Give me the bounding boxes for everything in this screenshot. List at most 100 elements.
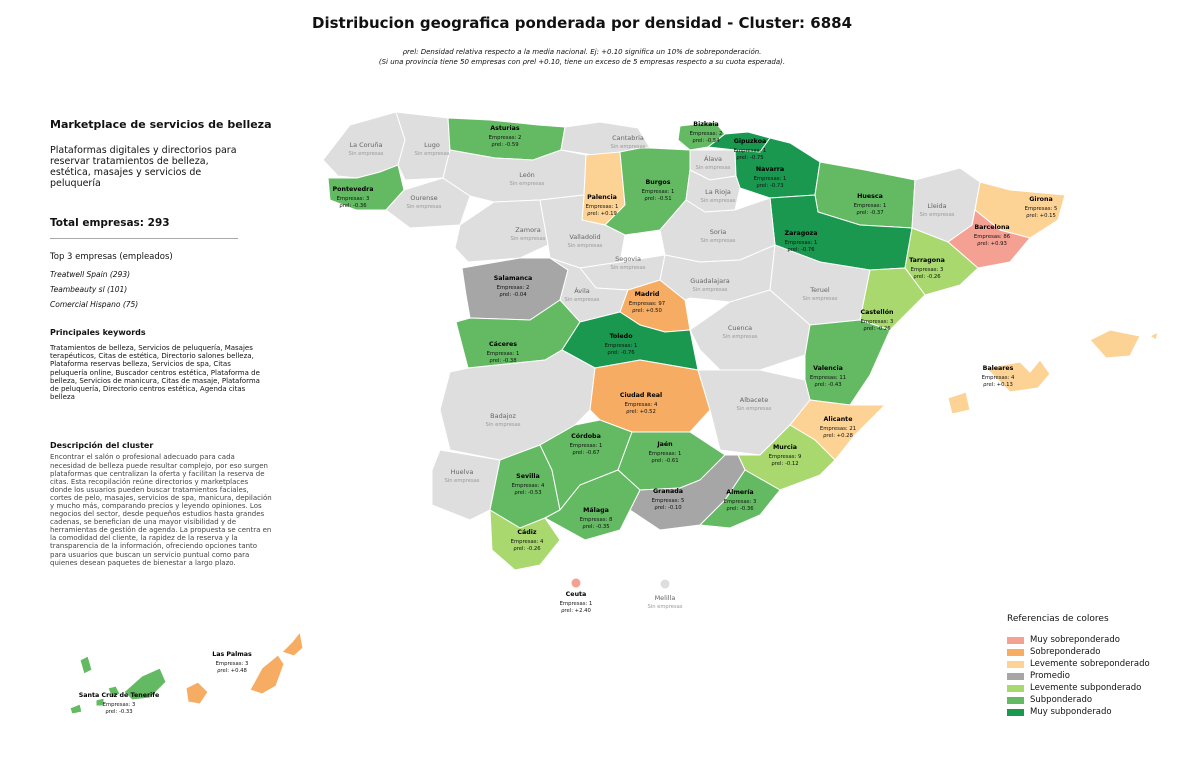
province-rho: ρrel: -0.51: [644, 196, 671, 202]
province-rho: ρrel: -0.43: [814, 382, 841, 388]
province-rho: ρrel: -0.73: [756, 183, 783, 189]
province-rho: ρrel: -0.54: [692, 138, 720, 144]
province-name: Asturias: [490, 125, 520, 132]
province-no-companies: Sin empresas: [700, 238, 735, 244]
province-rho: ρrel: -0.36: [339, 203, 367, 209]
province-name: Baleares: [983, 365, 1014, 372]
province-count: Empresas: 1: [487, 351, 520, 357]
province-no-companies: Sin empresas: [348, 151, 383, 157]
province-name: Santa Cruz de Tenerife: [79, 692, 160, 699]
province-santa-cruz-de-tenerife: [69, 703, 83, 715]
province-count: Empresas: 1: [854, 203, 887, 209]
province-count: Empresas: 2: [497, 285, 530, 291]
province-name: Tarragona: [909, 257, 945, 264]
map-subtitle: ρrel: Densidad relativa respecto a la me…: [0, 47, 1164, 67]
province-name: Ourense: [410, 194, 437, 202]
province-name: Pontevedra: [333, 186, 374, 193]
province-baleares: [1089, 329, 1141, 359]
province-name: León: [519, 171, 535, 179]
province-rho: ρrel: -0.33: [105, 709, 132, 715]
province-name: Navarra: [756, 166, 784, 173]
province-name: Badajoz: [490, 412, 516, 420]
province-lugo: [395, 111, 451, 181]
legend-swatch: [1007, 636, 1024, 644]
legend-label: Levemente sobreponderado: [1030, 659, 1150, 669]
legend-title: Referencias de colores: [1007, 614, 1109, 624]
province-no-companies: Sin empresas: [736, 406, 771, 412]
province-no-companies: Sin empresas: [722, 334, 757, 340]
map-title: Distribucion geografica ponderada por de…: [312, 14, 852, 32]
legend-label: Sobreponderado: [1030, 647, 1101, 657]
province-name: La Rioja: [705, 188, 731, 196]
province-santa-cruz-de-tenerife: [95, 697, 105, 707]
cluster-name: Marketplace de servicios de belleza: [50, 118, 272, 131]
cluster-sidebar: Marketplace de servicios de belleza Plat…: [50, 118, 278, 567]
province-las-palmas: [185, 681, 209, 705]
province-zamora: [454, 199, 549, 263]
province-name: Huelva: [451, 468, 474, 476]
province-melilla-marker: [660, 579, 670, 589]
province-valladolid: [539, 194, 626, 269]
province-count: Empresas: 97: [629, 301, 665, 307]
province-no-companies: Sin empresas: [406, 204, 441, 210]
province-name: Toledo: [609, 333, 633, 340]
province-rho: ρrel: +0.15: [1026, 213, 1056, 219]
province-name: Burgos: [646, 179, 671, 186]
province-rho: ρrel: +2.40: [561, 608, 591, 614]
province-name: Alicante: [824, 416, 853, 423]
province-count: Empresas: 1: [570, 443, 603, 449]
province-rho: ρrel: -0.12: [771, 461, 798, 467]
legend-item: Levemente subponderado: [1007, 682, 1187, 694]
subtitle-line-1: ρrel: Densidad relativa respecto a la me…: [402, 48, 762, 56]
province-name: Ávila: [574, 286, 590, 295]
province-count: Empresas: 1: [649, 451, 682, 457]
province-name: Albacete: [740, 396, 768, 404]
legend-item: Muy subponderado: [1007, 706, 1187, 718]
province-count: Empresas: 1: [605, 343, 638, 349]
province-name: Lleida: [927, 202, 946, 210]
province-name: Lugo: [424, 141, 440, 149]
province-no-companies: Sin empresas: [510, 236, 545, 242]
province-name: Teruel: [809, 286, 830, 294]
province-rho: ρrel: -0.59: [491, 142, 518, 148]
legend-label: Subponderado: [1030, 695, 1093, 705]
province-count: Empresas: 3: [103, 702, 136, 708]
province-valencia: [804, 319, 891, 406]
province-barcelona: [947, 209, 1031, 269]
province-no-companies: Sin empresas: [610, 265, 645, 271]
province-labels: La Coruña Sin empresas Lugo Sin empresas Ast…: [79, 121, 1058, 715]
legend-label: Muy sobreponderado: [1030, 635, 1120, 645]
province-rho: ρrel: -0.26: [513, 546, 541, 552]
province-rho: ρrel: +0.48: [217, 668, 247, 674]
province-no-companies: Sin empresas: [509, 181, 544, 187]
province-name: Granada: [653, 488, 683, 495]
province-rho: ρrel: -0.75: [736, 155, 763, 161]
province-rho: ρrel: -0.61: [651, 458, 678, 464]
province-rho: ρrel: -0.04: [499, 292, 527, 298]
province-cadiz: [489, 509, 561, 571]
province-no-companies: Sin empresas: [695, 165, 730, 171]
province-name: Girona: [1029, 196, 1053, 203]
province-count: Empresas: 86: [974, 234, 1011, 240]
province-las-palmas: [281, 630, 304, 657]
province-ceuta-marker: [571, 578, 581, 588]
province-count: Empresas: 9: [769, 454, 802, 460]
province-name: Murcia: [773, 444, 797, 451]
top-company-item: Teambeauty sl (101): [50, 285, 128, 294]
province-count: Empresas: 1: [586, 204, 619, 210]
legend-swatch: [1007, 660, 1024, 668]
province-name: Huesca: [857, 193, 883, 200]
top-company-item: Comercial Hispano (75): [50, 300, 139, 309]
keywords-title: Principales keywords: [50, 328, 146, 337]
province-name: Sevilla: [516, 473, 540, 480]
province-no-companies: Sin empresas: [692, 287, 727, 293]
province-rho: ρrel: +0.13: [983, 382, 1013, 388]
province-name: Las Palmas: [212, 651, 252, 658]
province-name: Valladolid: [569, 233, 600, 241]
province-count: Empresas: 2: [690, 131, 723, 137]
legend-swatch: [1007, 696, 1024, 704]
province-no-companies: Sin empresas: [564, 297, 599, 303]
total-companies: Total empresas: 293: [50, 217, 170, 229]
province-count: Empresas: 1: [560, 601, 593, 607]
province-no-companies: Sin empresas: [647, 604, 682, 610]
